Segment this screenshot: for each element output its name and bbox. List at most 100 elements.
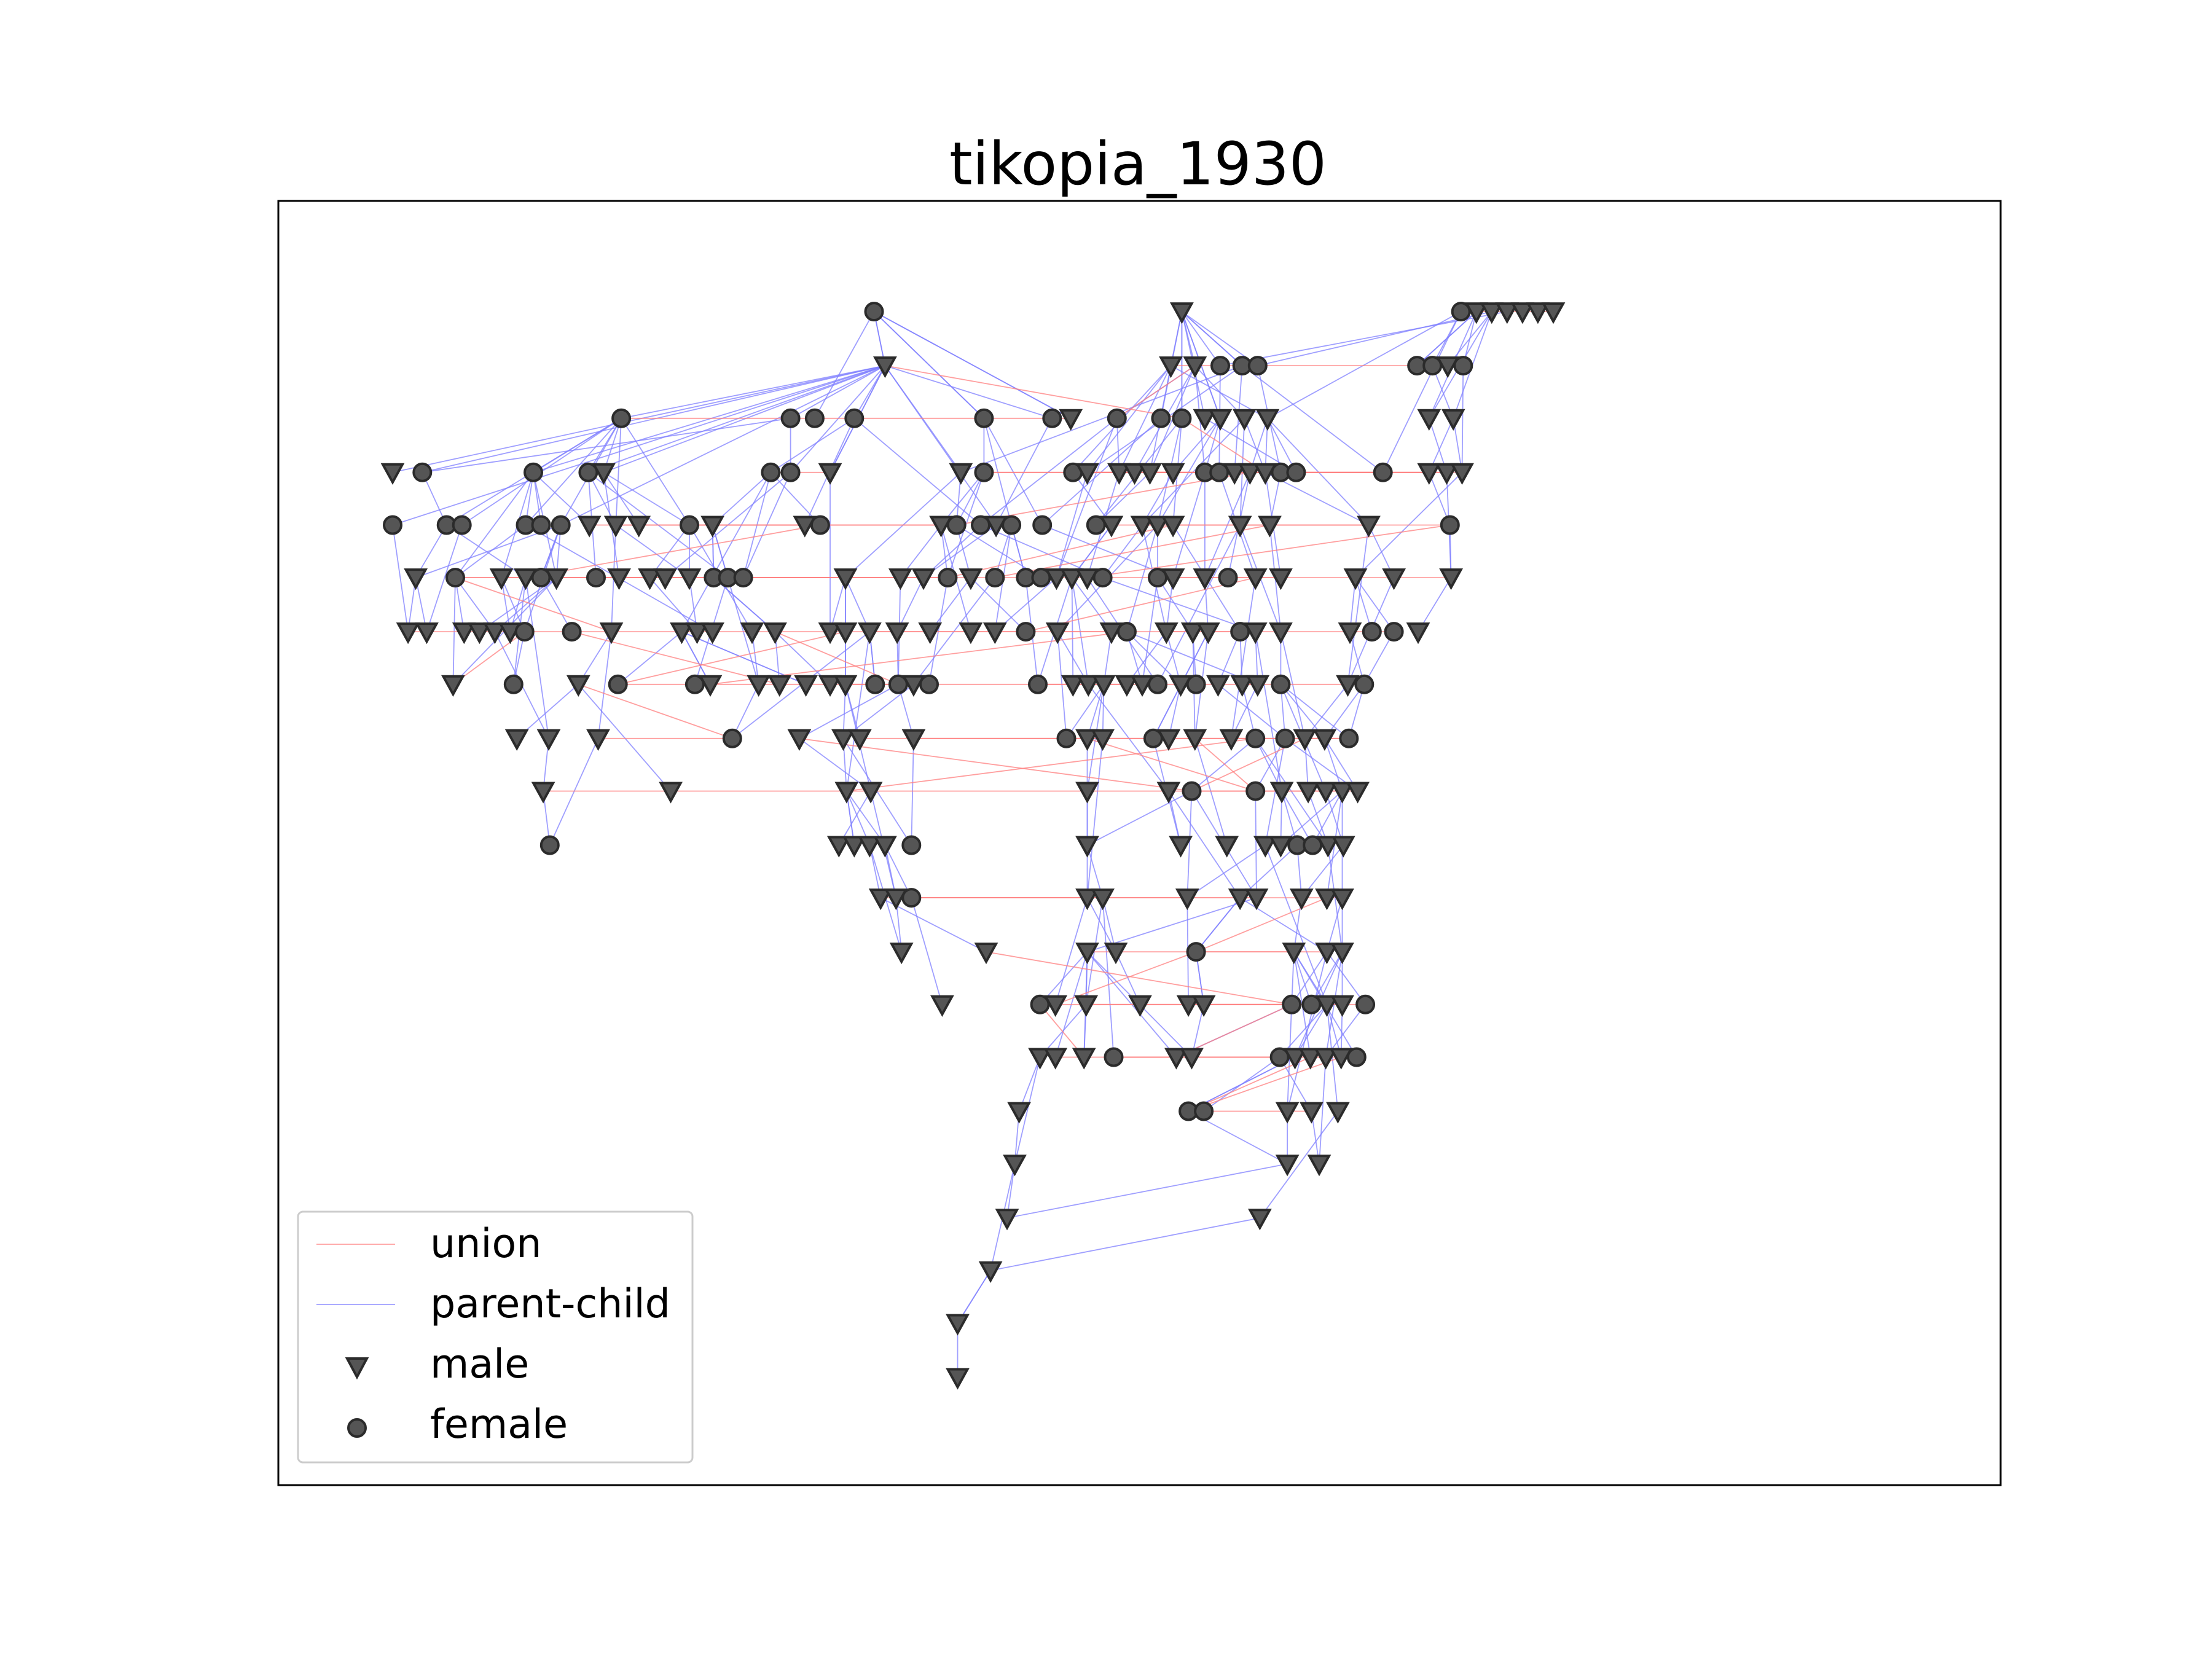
male-node	[1161, 568, 1185, 590]
parent-child-edge	[426, 525, 463, 632]
legend-box	[297, 1210, 694, 1464]
parent-child-edge	[578, 684, 672, 792]
parent-child-edge	[392, 365, 885, 473]
parent-child-edge	[1267, 418, 1370, 526]
male-node	[1435, 356, 1460, 378]
male-node	[504, 729, 529, 751]
male-node	[627, 516, 651, 538]
male-node	[1245, 675, 1270, 697]
male-node	[1464, 302, 1489, 324]
male-node	[1159, 356, 1183, 378]
male-node	[949, 463, 973, 485]
parent-child-edge	[995, 418, 1053, 525]
parent-child-edge	[1191, 738, 1256, 792]
parent-child-edge	[1065, 684, 1105, 739]
male-node	[1480, 302, 1504, 324]
male-node	[1180, 622, 1205, 645]
male-node	[1314, 782, 1338, 804]
male-node	[1346, 782, 1370, 804]
parent-child-edge	[597, 631, 612, 739]
female-node	[761, 462, 781, 482]
male-node	[1059, 409, 1083, 431]
female-node	[974, 408, 994, 428]
male-node	[1170, 302, 1194, 324]
union-edge	[1116, 365, 1196, 419]
parent-child-edge	[799, 738, 871, 792]
parent-child-edge	[1126, 525, 1158, 632]
parent-child-edge	[1088, 684, 1169, 792]
male-node	[1076, 675, 1100, 697]
male-node	[677, 568, 702, 590]
female-node	[412, 462, 433, 482]
male-node	[946, 1368, 970, 1390]
parent-child-edge	[1267, 418, 1297, 473]
male-node	[1176, 995, 1201, 1017]
union-edge	[885, 365, 1182, 419]
female-node	[383, 515, 402, 535]
male-node	[1215, 836, 1239, 858]
male-node	[1193, 568, 1217, 590]
male-node	[1072, 1048, 1096, 1070]
diagram-title: tikopia_1930	[949, 130, 1327, 198]
parent-child-edge	[1280, 631, 1306, 739]
male-node	[638, 568, 662, 590]
male-node	[1230, 675, 1255, 697]
female-node	[1384, 622, 1404, 642]
male-node	[1145, 516, 1170, 538]
male-node	[380, 463, 405, 485]
male-node	[1293, 729, 1317, 751]
male-node	[603, 516, 628, 538]
male-node	[1075, 568, 1099, 590]
parent-child-edge	[1186, 844, 1266, 898]
male-node	[1183, 729, 1207, 751]
parent-child-edge	[1194, 738, 1228, 845]
male-node	[653, 568, 677, 590]
parent-child-edge	[1257, 311, 1492, 366]
male-node	[833, 568, 858, 590]
male-node	[1343, 568, 1368, 590]
parent-child-edge	[880, 897, 987, 952]
male-node	[1074, 995, 1099, 1017]
male-node	[1510, 302, 1535, 324]
parent-child-edge	[770, 418, 855, 473]
parent-child-edge	[731, 684, 759, 739]
female-node	[539, 835, 560, 855]
male-node	[607, 568, 631, 590]
parent-child-edge	[790, 365, 886, 473]
male-node	[1450, 463, 1474, 485]
male-node	[1161, 516, 1185, 538]
male-node	[698, 675, 723, 697]
male-node	[1130, 675, 1155, 697]
parent-child-edge	[455, 472, 534, 578]
male-node	[1289, 888, 1314, 911]
parent-child-edge	[533, 365, 885, 473]
parent-child-edge	[853, 418, 981, 526]
female-node	[1002, 515, 1022, 535]
male-node	[586, 729, 610, 751]
male-node	[868, 888, 893, 911]
male-node	[763, 622, 787, 645]
male-node	[536, 729, 561, 751]
male-node	[747, 675, 771, 697]
male-node	[1075, 729, 1099, 751]
male-node	[918, 622, 943, 645]
male-node	[1169, 836, 1193, 858]
male-node	[1061, 675, 1085, 697]
female-node	[1286, 462, 1306, 482]
union-edge	[986, 951, 1292, 1005]
male-node	[858, 782, 883, 804]
parent-child-edge	[1203, 1056, 1281, 1112]
male-node	[847, 729, 872, 751]
male-node	[514, 568, 538, 590]
female-node	[611, 408, 632, 428]
male-node	[1275, 1155, 1300, 1177]
male-node	[1099, 622, 1124, 645]
parent-child-edge	[1086, 738, 1104, 898]
male-node	[1258, 516, 1282, 538]
male-node	[873, 836, 897, 858]
parent-child-edge	[540, 577, 573, 632]
parent-child-edge	[928, 577, 949, 684]
male-node	[1357, 516, 1381, 538]
male-node	[982, 622, 1007, 645]
male-node	[842, 836, 866, 858]
